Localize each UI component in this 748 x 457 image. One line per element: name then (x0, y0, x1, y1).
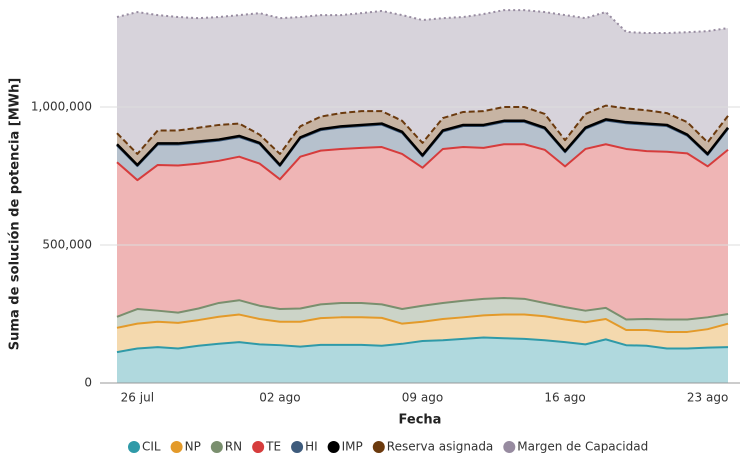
series-line (116, 296, 729, 321)
series-line (116, 313, 729, 333)
legend-label: IMP (342, 440, 363, 454)
area (117, 120, 728, 181)
x-axis-title: Fecha (399, 413, 442, 428)
series-line (116, 104, 729, 155)
y-axis-title: Suma de solución de potencia [MWh] (8, 78, 23, 350)
area (117, 144, 728, 320)
y-tick-label: 1,000,000 (31, 100, 92, 114)
legend-marker (327, 441, 340, 453)
legend-label: Reserva asignada (387, 440, 494, 454)
x-tick-label: 26 jul (121, 391, 154, 405)
legend-label: NP (185, 440, 201, 454)
series-line (116, 143, 729, 182)
x-tick-label: 23 ago (687, 391, 728, 405)
legend-marker (210, 441, 223, 453)
area (117, 337, 728, 383)
series-line (116, 336, 729, 354)
legend-marker (128, 441, 140, 453)
legend-marker (372, 441, 385, 453)
area (117, 297, 728, 332)
legend-marker (291, 441, 304, 453)
x-tick-label: 16 ago (544, 391, 585, 405)
x-tick-label: 02 ago (259, 391, 300, 405)
legend-label: Margen de Capacidad (517, 440, 648, 454)
legend-marker (170, 441, 183, 453)
legend-label: RN (225, 440, 242, 454)
area (117, 105, 728, 165)
y-tick-label: 0 (84, 376, 92, 390)
areas (117, 10, 728, 383)
legend-marker (503, 441, 516, 453)
legend-marker (252, 441, 265, 453)
x-tick-label: 09 ago (402, 391, 443, 405)
legend-label: TE (265, 440, 281, 454)
area (117, 10, 728, 154)
legend-label: CIL (142, 440, 161, 454)
series-line (116, 118, 729, 167)
legend-label: HI (305, 440, 318, 454)
y-tick-label: 500,000 (42, 238, 92, 252)
